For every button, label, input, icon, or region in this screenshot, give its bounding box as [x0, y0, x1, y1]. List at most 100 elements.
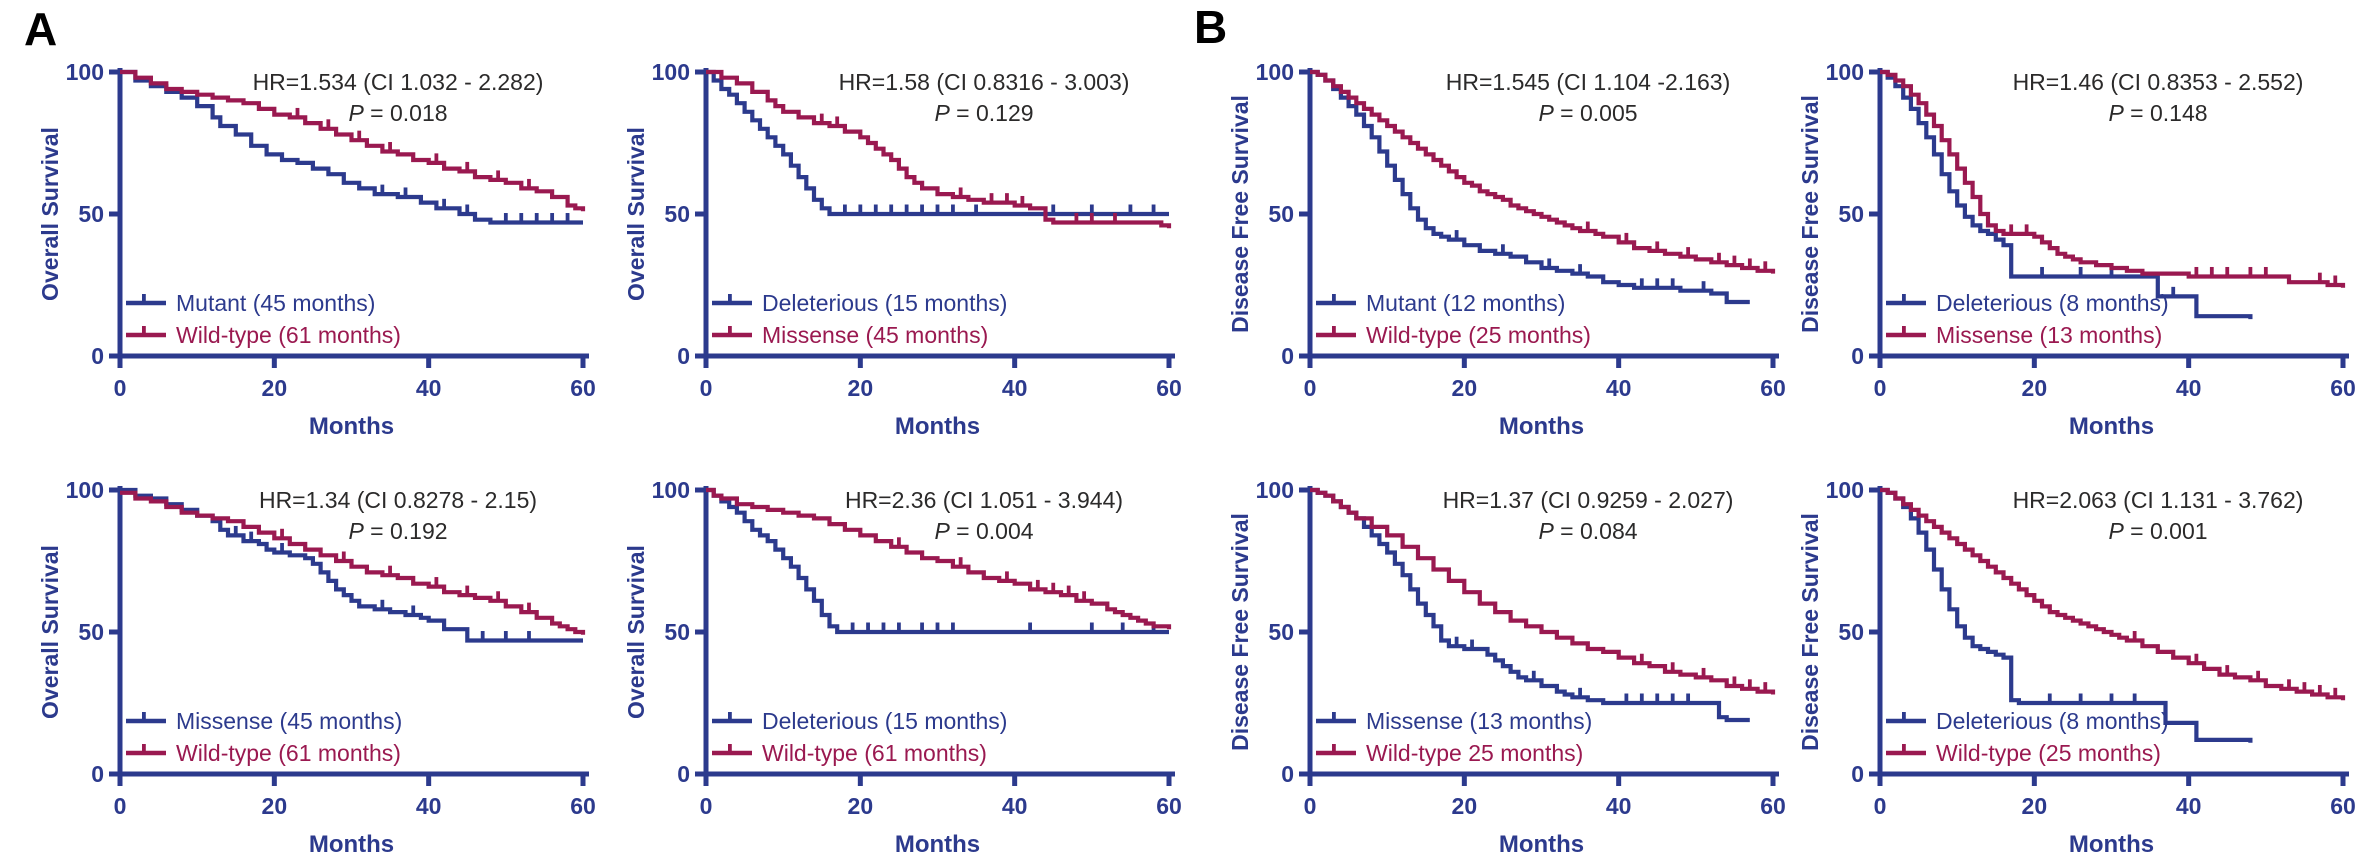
censor-tick — [1655, 241, 1660, 250]
censor-tick — [1113, 213, 1117, 222]
censor-marks-missense — [819, 113, 1117, 222]
y-axis-title: Disease Free Survival — [1797, 95, 1823, 333]
censor-tick — [527, 631, 531, 640]
legend-label: Wild-type (25 months) — [1936, 740, 2161, 766]
curve-missense — [706, 69, 1172, 229]
x-tick-label: 0 — [1874, 375, 1887, 401]
censor-tick — [1686, 247, 1691, 256]
censor-marks-wild-type — [1639, 653, 1768, 691]
censor-tick — [1028, 622, 1032, 631]
censor-tick — [1151, 204, 1156, 213]
km-chart-b4: 0 50 100 0 20 40 60 Months Disease Free Survival… — [1797, 477, 2356, 858]
legend-censor-tick — [1902, 712, 1906, 720]
censor-tick — [1531, 670, 1536, 679]
censor-tick — [1639, 693, 1644, 702]
x-tick-label: 60 — [2330, 793, 2356, 819]
x-tick-label: 20 — [262, 375, 288, 401]
censor-marks-mutant — [380, 184, 570, 222]
curve-wild-type — [120, 69, 586, 212]
legend-censor-tick — [142, 326, 146, 334]
censor-tick — [1639, 278, 1644, 287]
x-tick-label: 20 — [262, 793, 288, 819]
censor-tick — [2287, 679, 2291, 688]
p-value-annotation: P = 0.018 — [348, 100, 447, 126]
censor-tick — [2302, 682, 2307, 691]
y-tick-label: 50 — [664, 201, 690, 227]
censor-tick — [1670, 278, 1675, 287]
x-axis-title: Months — [2069, 413, 2154, 440]
km-panel-a2: 0 50 100 0 20 40 60 Months Overall Survival HR=1.… — [622, 26, 1188, 442]
legend-censor-tick — [728, 294, 732, 302]
x-tick-label: 40 — [1606, 375, 1632, 401]
y-tick-label: 100 — [1826, 59, 1864, 85]
censor-tick — [496, 591, 501, 600]
x-tick-label: 0 — [1304, 375, 1317, 401]
censor-marks-wild-type — [2132, 631, 2338, 696]
censor-tick — [2047, 693, 2052, 702]
x-tick-label: 0 — [700, 375, 713, 401]
legend-censor-tick — [728, 712, 732, 720]
censor-tick — [465, 204, 470, 213]
censor-marks-wild-type — [897, 537, 1087, 600]
censor-tick — [1089, 213, 1094, 222]
censor-tick — [819, 113, 824, 122]
legend-label: Mutant (12 months) — [1366, 290, 1565, 316]
censor-tick — [951, 204, 955, 213]
km-panel-b3: 0 50 100 0 20 40 60 Months Disease Free Survival… — [1226, 444, 1792, 860]
legend-label: Missense (13 months) — [1366, 708, 1592, 734]
km-chart-a2: 0 50 100 0 20 40 60 Months Overall Survival HR=1.… — [623, 59, 1182, 440]
y-tick-label: 100 — [1256, 477, 1294, 503]
x-tick-label: 60 — [1760, 375, 1786, 401]
x-tick-label: 0 — [1304, 793, 1317, 819]
censor-tick — [935, 622, 940, 631]
censor-tick — [1066, 585, 1071, 594]
x-tick-label: 40 — [416, 793, 442, 819]
censor-tick — [1120, 622, 1125, 631]
censor-tick — [1578, 687, 1582, 696]
y-tick-label: 50 — [78, 619, 104, 645]
censor-tick — [2194, 266, 2199, 275]
km-chart-a3: 0 50 100 0 20 40 60 Months Overall Survival HR=1.… — [37, 477, 596, 858]
x-tick-label: 0 — [114, 375, 127, 401]
curve-missense — [1880, 69, 2346, 288]
censor-tick — [1747, 679, 1752, 688]
y-axis-title: Overall Survival — [623, 127, 649, 301]
hr-annotation: HR=1.37 (CI 0.9259 - 2.027) — [1443, 487, 1734, 513]
legend-censor-tick — [142, 712, 146, 720]
censor-tick — [411, 605, 416, 614]
censor-tick — [1128, 204, 1133, 213]
censor-tick — [920, 204, 924, 213]
y-tick-label: 50 — [1268, 619, 1294, 645]
y-tick-label: 100 — [652, 477, 690, 503]
censor-tick — [1051, 204, 1056, 213]
curve-wild-type — [1310, 69, 1776, 274]
censor-tick — [1089, 622, 1094, 631]
x-tick-label: 40 — [2176, 793, 2202, 819]
censor-tick — [889, 204, 894, 213]
km-panel-b1: 0 50 100 0 20 40 60 Months Disease Free Survival… — [1226, 26, 1792, 442]
x-tick-label: 40 — [1002, 793, 1028, 819]
censor-tick — [2024, 224, 2029, 233]
censor-tick — [843, 204, 847, 213]
x-tick-label: 40 — [1002, 375, 1028, 401]
y-tick-label: 50 — [1838, 619, 1864, 645]
p-value-annotation: P = 0.192 — [348, 518, 447, 544]
censor-tick — [2209, 266, 2214, 275]
censor-tick — [1655, 693, 1660, 702]
censor-marks-deleterious — [2047, 693, 2137, 702]
p-value-annotation: P = 0.004 — [934, 518, 1033, 544]
curve-wild-type — [1880, 487, 2346, 701]
y-axis-title: Disease Free Survival — [1227, 513, 1253, 751]
censor-tick — [1732, 676, 1737, 685]
censor-tick — [881, 622, 886, 631]
censor-marks-deleterious — [2040, 266, 2176, 295]
censor-tick — [1701, 667, 1706, 676]
censor-tick — [280, 542, 284, 551]
curve-deleterious — [706, 69, 1169, 217]
x-tick-label: 0 — [114, 793, 127, 819]
y-tick-label: 50 — [78, 201, 104, 227]
censor-tick — [1005, 571, 1009, 580]
y-tick-label: 50 — [1268, 201, 1294, 227]
km-panel-a1: 0 50 100 0 20 40 60 Months Overall Survival HR=1.… — [36, 26, 602, 442]
censor-tick — [835, 116, 840, 125]
